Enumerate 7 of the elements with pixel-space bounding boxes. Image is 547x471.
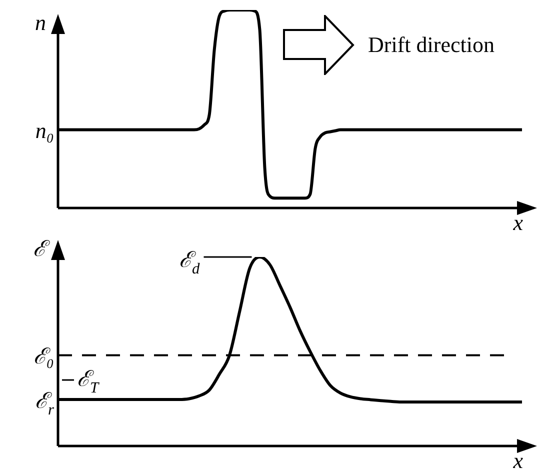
annotation: Drift direction [368, 32, 494, 57]
x-axis-title: x [512, 448, 524, 471]
ref-line-label: ℰ₀ [33, 343, 54, 368]
x-axis-title: x [512, 210, 524, 235]
text: n₀ [35, 118, 54, 143]
y-axis-title: ℰ [33, 236, 50, 261]
y-axis-title: n [35, 10, 46, 35]
